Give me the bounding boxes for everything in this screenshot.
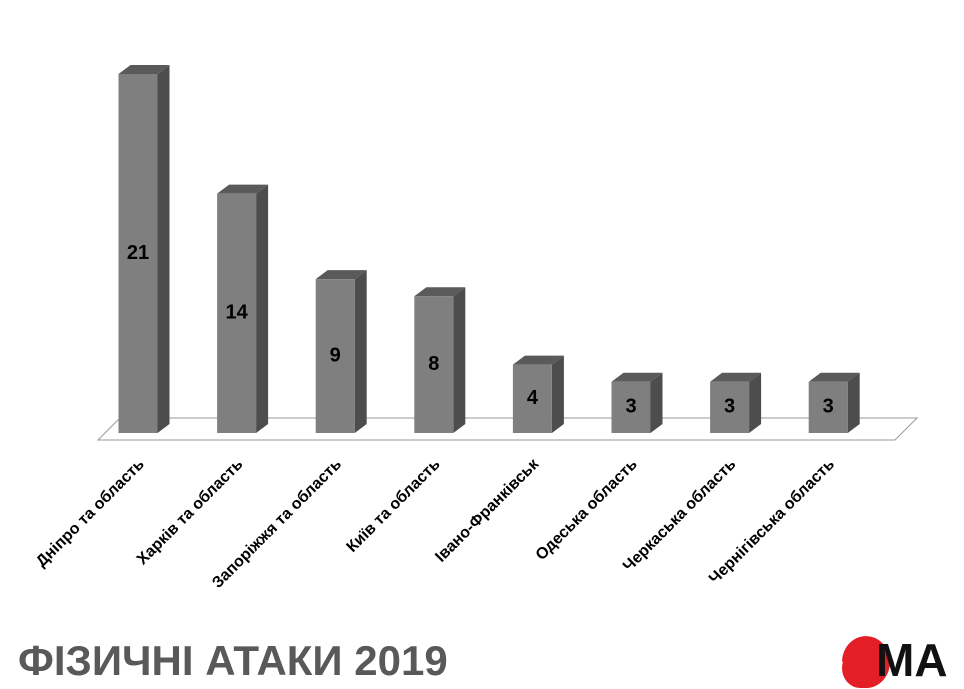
bar-side xyxy=(354,270,367,433)
slide-title: ФІЗИЧНІ АТАКИ 2019 xyxy=(18,637,448,684)
bar xyxy=(217,193,257,433)
value-label: 3 xyxy=(823,396,834,418)
bar xyxy=(611,381,651,433)
bar-side xyxy=(847,372,860,433)
bar-top xyxy=(710,372,762,382)
bar-top xyxy=(315,270,367,280)
logo-letter: Є xyxy=(842,634,875,686)
value-label: 21 xyxy=(127,242,149,264)
bar-top xyxy=(512,355,564,365)
bar-top xyxy=(118,65,170,74)
bar-side xyxy=(749,372,762,433)
value-label: 9 xyxy=(330,344,341,366)
logo-text: МА xyxy=(876,634,948,686)
bar-side xyxy=(256,184,269,433)
value-label: 8 xyxy=(428,353,439,375)
bar-side xyxy=(157,65,170,433)
bar-top xyxy=(217,184,269,194)
value-label: 3 xyxy=(625,396,636,418)
bar xyxy=(710,381,750,433)
bar-side xyxy=(453,287,466,433)
value-label: 3 xyxy=(724,396,735,418)
bar-side xyxy=(650,372,663,433)
bar xyxy=(414,296,454,433)
floor xyxy=(96,417,919,441)
x-tick-label: Київ та область xyxy=(344,456,444,556)
x-tick-label: Одеська область xyxy=(533,456,641,564)
bar-top xyxy=(611,372,663,382)
bar xyxy=(118,74,158,433)
x-tick-label: Харків та область xyxy=(134,456,247,569)
bar xyxy=(315,279,355,433)
bar xyxy=(512,364,552,433)
bar-top xyxy=(414,287,466,297)
bar xyxy=(808,381,848,433)
bar-top xyxy=(808,372,860,382)
x-tick-label: Дніпро та область xyxy=(33,456,148,571)
x-tick-label: Івано-Франківськ xyxy=(432,455,543,566)
x-tick-label: Черкаська область xyxy=(620,456,739,575)
value-label: 4 xyxy=(527,387,539,409)
bar-side xyxy=(551,355,564,433)
logo-mark xyxy=(842,636,890,688)
value-label: 14 xyxy=(225,302,248,324)
